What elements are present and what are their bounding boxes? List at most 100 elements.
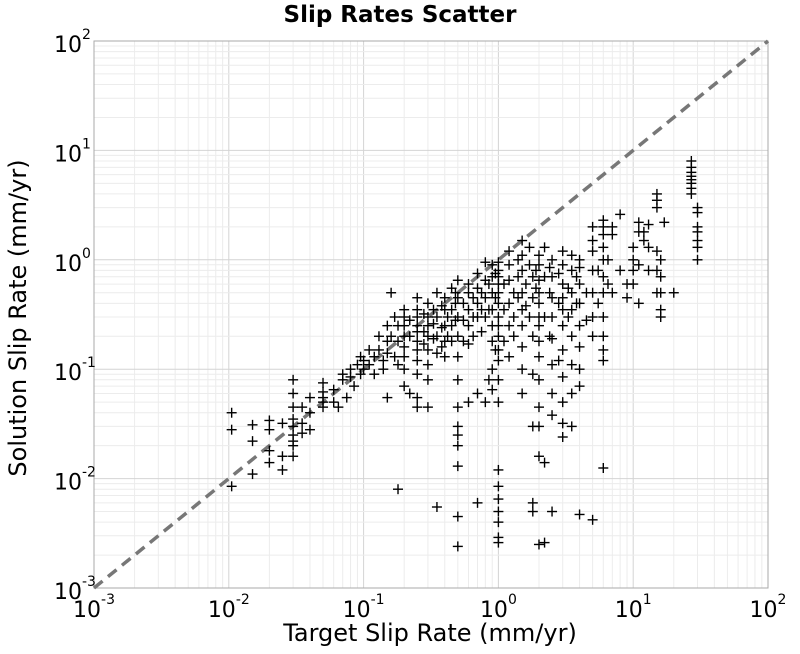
x-tick-base: 10	[480, 598, 508, 623]
data-point	[692, 242, 703, 253]
data-point	[352, 359, 363, 370]
data-point	[655, 254, 666, 265]
data-point	[547, 410, 558, 421]
data-point	[468, 292, 479, 303]
data-point	[517, 250, 528, 261]
data-point	[472, 298, 483, 309]
x-tick-label: 10-2	[208, 592, 250, 623]
data-point	[412, 344, 423, 355]
data-point	[574, 364, 585, 375]
data-point	[493, 481, 504, 492]
data-point	[557, 397, 568, 408]
data-point	[422, 312, 433, 323]
data-point	[428, 318, 439, 329]
data-point	[463, 338, 474, 349]
data-point	[487, 364, 498, 375]
data-point	[404, 388, 415, 399]
y-tick-label: 100	[54, 246, 91, 277]
data-point	[472, 283, 483, 294]
data-point	[622, 292, 633, 303]
data-point	[328, 397, 339, 408]
data-point	[607, 287, 618, 298]
data-point	[581, 315, 592, 326]
data-point	[513, 292, 524, 303]
data-point	[574, 381, 585, 392]
x-ticks-layer: 10-3 10-2 10-1 100 101 102	[73, 592, 786, 623]
data-point	[539, 457, 550, 468]
data-point	[547, 254, 558, 265]
data-point	[452, 541, 463, 552]
data-point	[452, 430, 463, 441]
data-point	[264, 415, 275, 426]
data-point	[493, 312, 504, 323]
data-point	[399, 320, 410, 331]
data-point	[247, 436, 258, 447]
data-point	[643, 219, 654, 230]
data-point	[493, 494, 504, 505]
data-point	[566, 265, 577, 276]
data-point	[566, 287, 577, 298]
data-point	[651, 265, 662, 276]
data-point	[247, 469, 258, 480]
data-point	[607, 229, 618, 240]
data-point	[442, 312, 453, 323]
data-point	[393, 359, 404, 370]
data-point	[530, 265, 541, 276]
data-point	[431, 287, 442, 298]
data-point	[277, 464, 288, 475]
data-point	[574, 320, 585, 331]
data-point	[638, 235, 649, 246]
data-point	[452, 331, 463, 342]
data-point	[557, 418, 568, 429]
data-point	[442, 331, 453, 342]
x-tick-base: 10	[208, 598, 236, 623]
data-point	[337, 374, 348, 385]
x-tick-base: 10	[615, 598, 643, 623]
data-point	[517, 364, 528, 375]
x-tick-label: 100	[480, 592, 517, 623]
data-point	[318, 377, 329, 388]
y-tick-label: 10-3	[54, 574, 96, 605]
data-point	[598, 462, 609, 473]
data-point	[566, 250, 577, 261]
data-point	[452, 461, 463, 472]
data-point	[369, 369, 380, 380]
data-point	[547, 292, 558, 303]
data-point	[553, 298, 564, 309]
data-point	[487, 336, 498, 347]
data-point	[643, 242, 654, 253]
data-point	[504, 320, 515, 331]
data-point	[493, 397, 504, 408]
data-point	[557, 371, 568, 382]
data-point	[628, 254, 639, 265]
data-point	[533, 374, 544, 385]
data-point	[264, 445, 275, 456]
data-point	[692, 226, 703, 237]
data-point	[487, 304, 498, 315]
data-point	[297, 428, 308, 439]
data-point	[288, 374, 299, 385]
data-point	[524, 242, 535, 253]
data-point	[483, 374, 494, 385]
data-point	[341, 392, 352, 403]
data-point	[422, 374, 433, 385]
data-point	[557, 292, 568, 303]
data-point	[373, 331, 384, 342]
data-point	[520, 279, 531, 290]
data-point	[553, 268, 564, 279]
data-point	[358, 355, 369, 366]
data-point	[412, 355, 423, 366]
data-point	[553, 355, 564, 366]
data-point	[493, 355, 504, 366]
y-tick-label: 102	[54, 27, 91, 58]
y-tick-base: 10	[54, 361, 82, 386]
data-point	[628, 265, 639, 276]
data-point	[446, 320, 457, 331]
data-point	[598, 229, 609, 240]
data-point	[452, 374, 463, 385]
data-point	[544, 287, 555, 298]
data-point	[404, 315, 415, 326]
data-point	[633, 259, 644, 270]
y-tick-label: 10-1	[54, 355, 96, 386]
